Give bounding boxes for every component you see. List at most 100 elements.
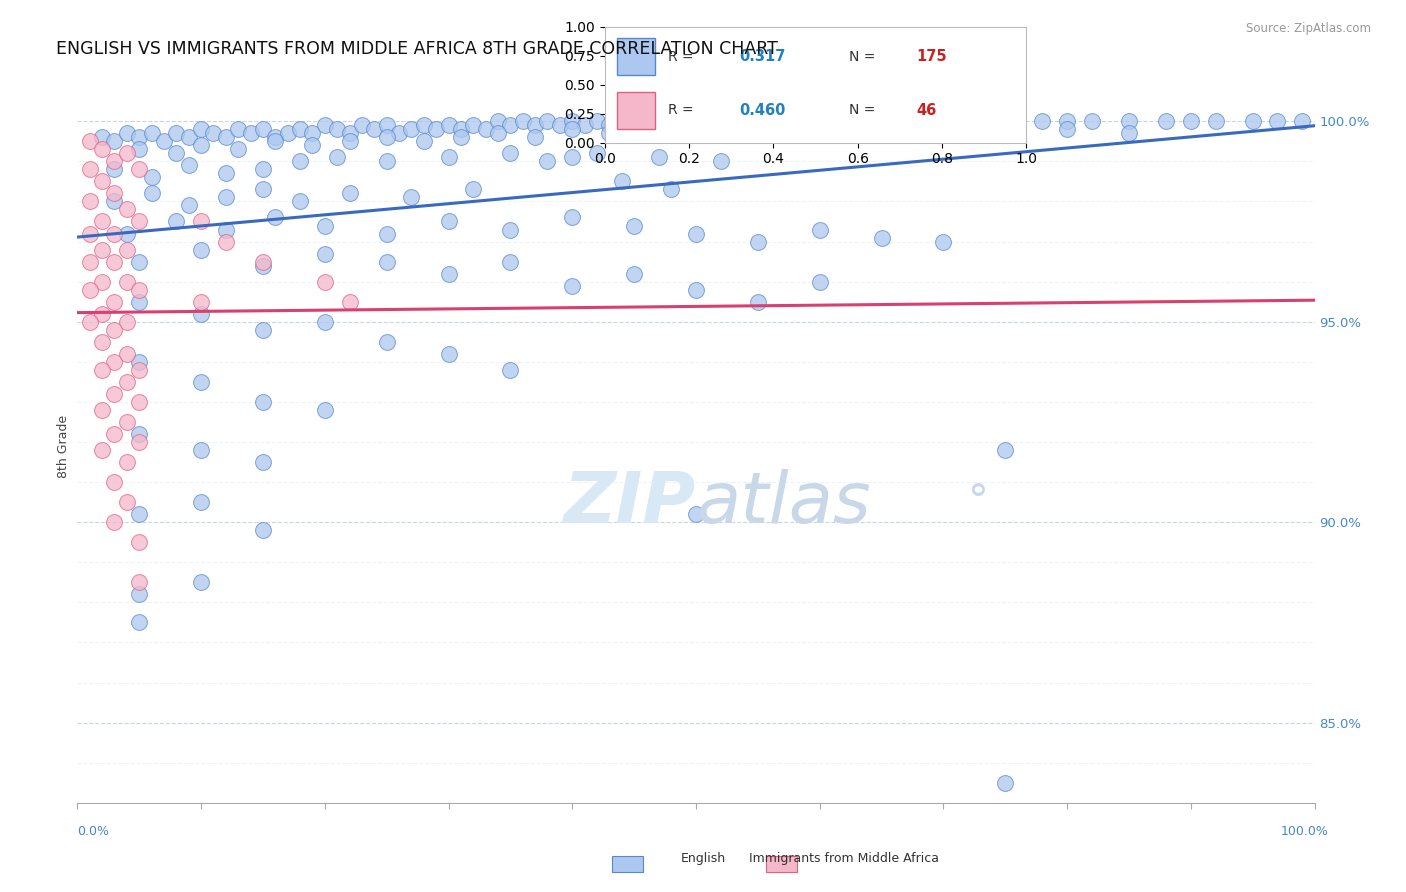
Point	[512, 114, 534, 128]
Bar	[617, 92, 655, 128]
Point	[339, 294, 361, 309]
Point	[79, 194, 101, 209]
Point	[326, 122, 349, 136]
Point	[1180, 114, 1202, 128]
Point	[314, 118, 336, 132]
Point	[412, 134, 434, 148]
Point	[103, 186, 125, 201]
Point	[1081, 114, 1104, 128]
Point	[141, 126, 163, 140]
Point	[252, 182, 274, 196]
Point	[586, 146, 609, 161]
Point	[115, 227, 138, 241]
Point	[128, 535, 150, 549]
Point	[128, 435, 150, 450]
Point	[710, 118, 733, 132]
Point	[103, 162, 125, 177]
Point	[747, 294, 769, 309]
Point	[932, 122, 955, 136]
Point	[252, 162, 274, 177]
Point	[103, 355, 125, 369]
Point	[288, 154, 311, 169]
Point	[561, 150, 583, 164]
Point	[128, 355, 150, 369]
Point	[103, 323, 125, 337]
Point	[264, 211, 287, 225]
Point	[226, 122, 249, 136]
Point	[91, 174, 114, 188]
Text: 0.460: 0.460	[740, 103, 786, 118]
Point	[314, 219, 336, 233]
Point	[648, 114, 671, 128]
Point	[623, 114, 645, 128]
Point	[1118, 114, 1140, 128]
Point	[388, 126, 411, 140]
Point	[685, 114, 707, 128]
Point	[202, 126, 225, 140]
Point	[115, 375, 138, 389]
Point	[79, 315, 101, 329]
Point	[363, 122, 385, 136]
Point	[277, 126, 299, 140]
Point	[561, 278, 583, 293]
Point	[115, 146, 138, 161]
Point	[845, 114, 868, 128]
Point	[128, 427, 150, 442]
Point	[685, 227, 707, 241]
Text: ENGLISH VS IMMIGRANTS FROM MIDDLE AFRICA 8TH GRADE CORRELATION CHART: ENGLISH VS IMMIGRANTS FROM MIDDLE AFRICA…	[56, 40, 778, 58]
Point	[103, 387, 125, 401]
Point	[215, 130, 238, 145]
Point	[685, 507, 707, 521]
Point	[561, 211, 583, 225]
Point	[586, 114, 609, 128]
Point	[79, 227, 101, 241]
Point	[91, 130, 114, 145]
Point	[128, 162, 150, 177]
Text: English: English	[681, 852, 725, 865]
Point	[190, 375, 212, 389]
Point	[128, 615, 150, 630]
Point	[190, 138, 212, 153]
Point	[91, 442, 114, 457]
Point	[375, 334, 398, 349]
Point	[659, 114, 682, 128]
Point	[91, 307, 114, 321]
Point	[165, 126, 187, 140]
Point	[314, 403, 336, 417]
Point	[1056, 122, 1078, 136]
Point	[1205, 114, 1227, 128]
Point	[252, 259, 274, 273]
Point	[574, 118, 596, 132]
Point	[808, 222, 831, 236]
Text: 0.0%: 0.0%	[77, 825, 110, 838]
Point	[226, 142, 249, 156]
Point	[747, 114, 769, 128]
Point	[610, 114, 633, 128]
Point	[994, 114, 1017, 128]
Point	[1056, 114, 1078, 128]
Text: R =: R =	[668, 103, 697, 117]
Point	[685, 283, 707, 297]
Point	[499, 146, 522, 161]
Point	[301, 138, 323, 153]
Point	[524, 130, 547, 145]
Point	[463, 182, 485, 196]
Point	[314, 315, 336, 329]
Point	[870, 114, 893, 128]
Point	[288, 122, 311, 136]
Point	[103, 427, 125, 442]
Point	[623, 267, 645, 281]
Point	[623, 219, 645, 233]
Point	[128, 507, 150, 521]
Point	[499, 118, 522, 132]
Point	[252, 122, 274, 136]
Point	[252, 323, 274, 337]
Point	[610, 174, 633, 188]
Text: N =: N =	[849, 50, 880, 64]
Point	[808, 114, 831, 128]
Point	[128, 130, 150, 145]
Point	[252, 455, 274, 469]
Point	[499, 254, 522, 268]
Point	[177, 198, 200, 212]
Point	[870, 126, 893, 140]
